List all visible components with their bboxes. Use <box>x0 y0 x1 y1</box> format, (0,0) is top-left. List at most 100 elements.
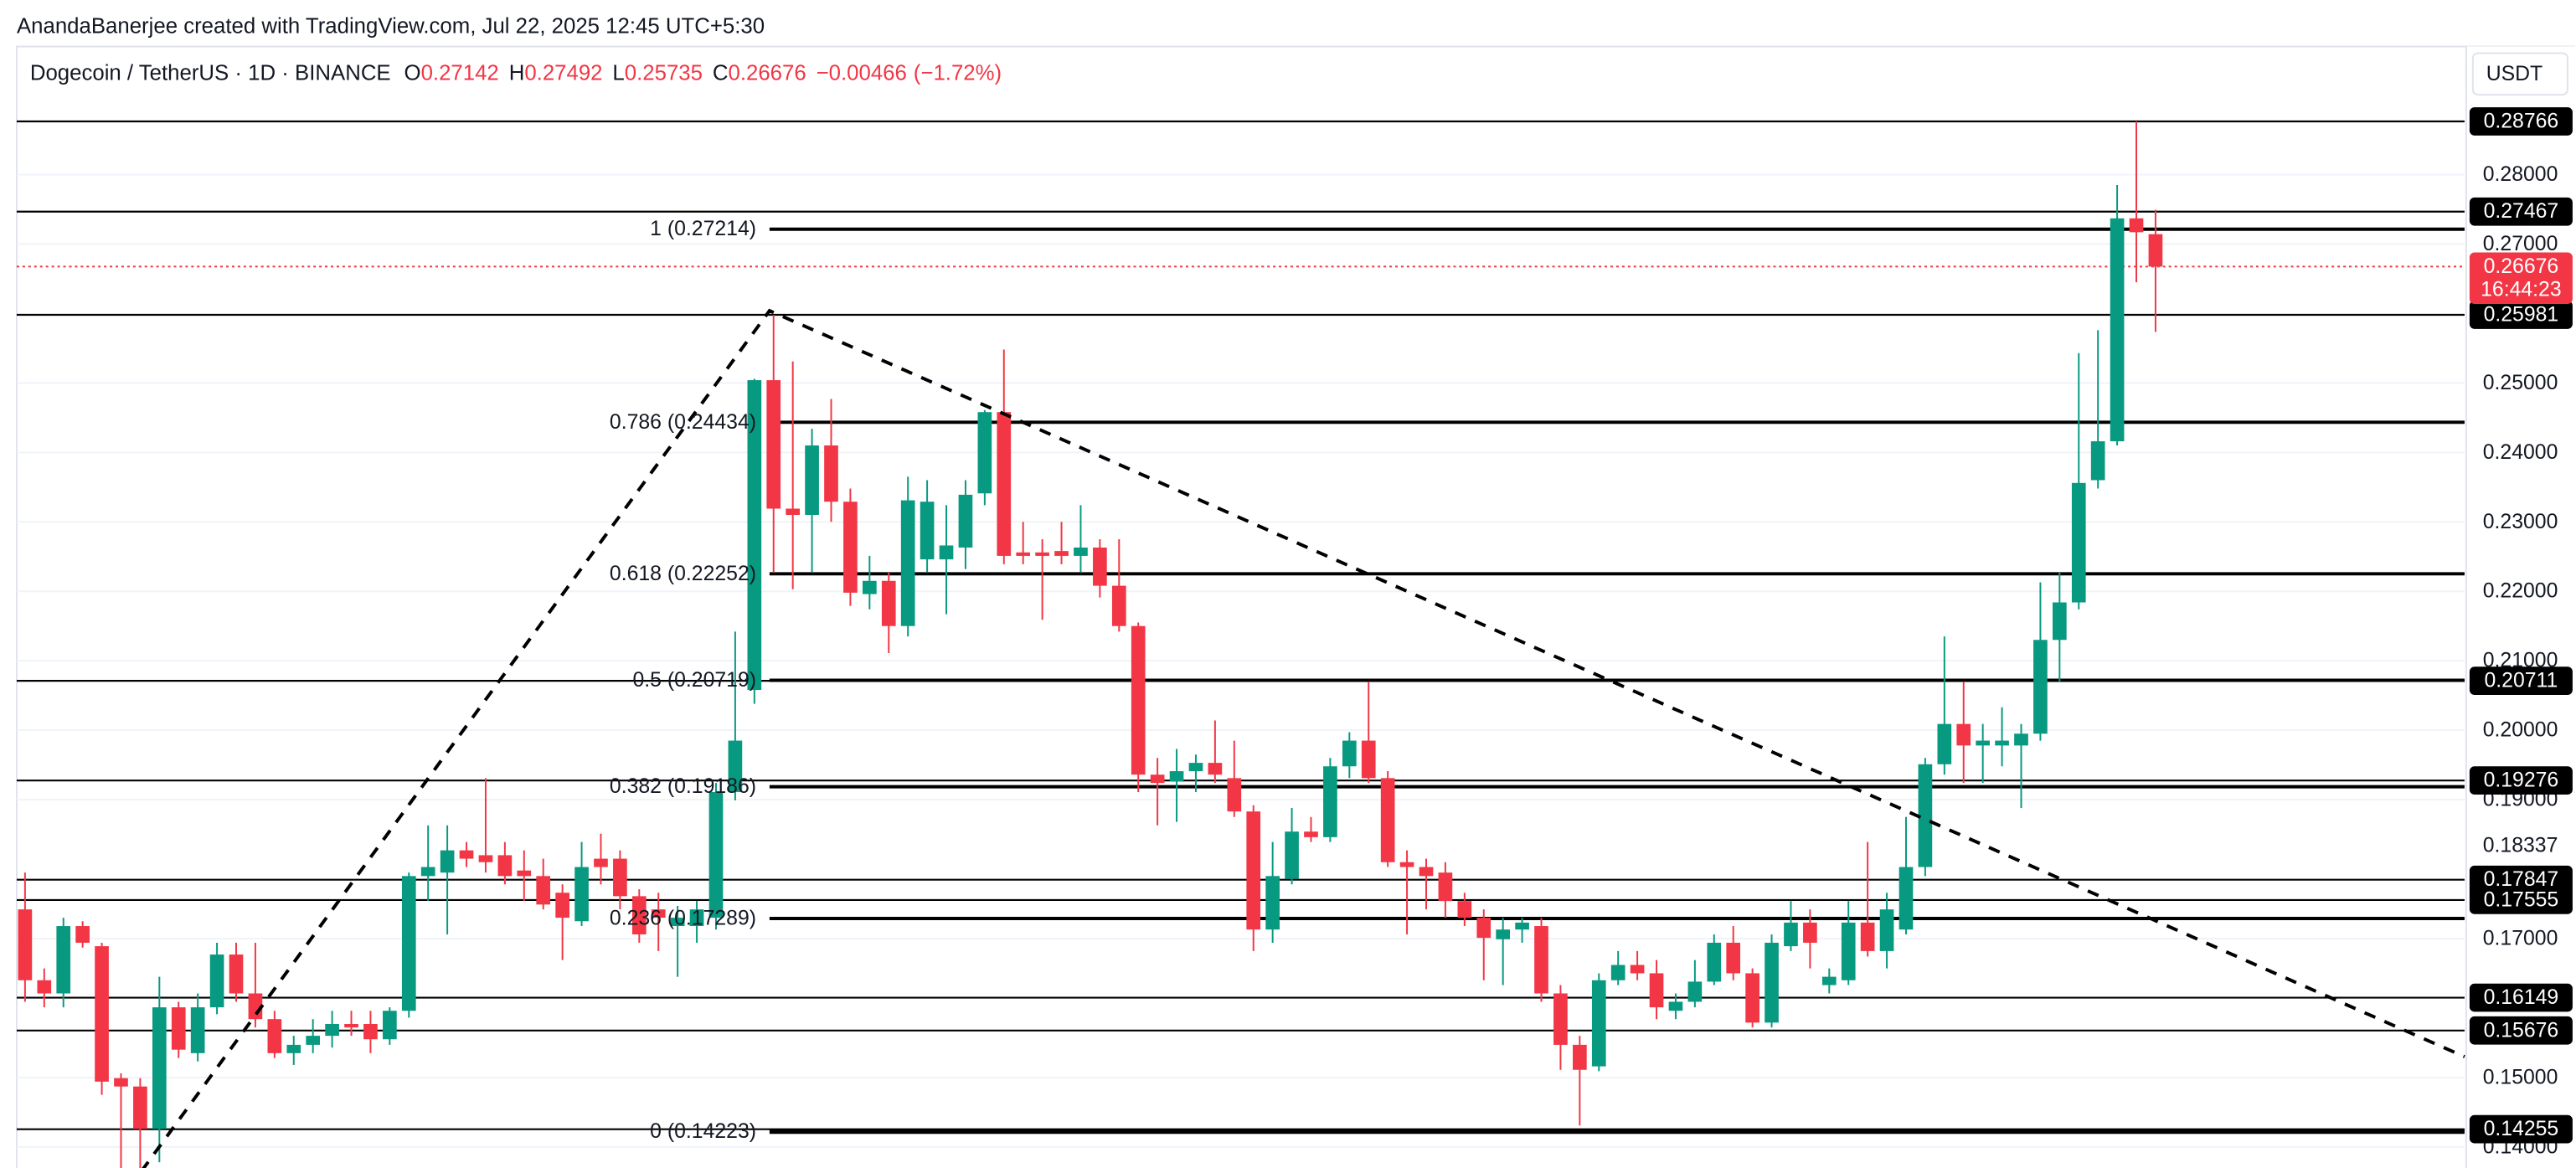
candle-body <box>958 494 973 548</box>
candle-body <box>209 954 224 1008</box>
price-tag-label: 0.27467 <box>2484 200 2559 223</box>
candle-body <box>1342 740 1357 767</box>
candle-body <box>306 1036 321 1045</box>
candle-body <box>383 1011 397 1040</box>
candle-body <box>1227 778 1242 812</box>
price-tag-label: 0.15676 <box>2484 1019 2559 1042</box>
candle-body <box>1591 980 1606 1067</box>
price-tag-label: 0.16149 <box>2484 986 2559 1009</box>
candle-body <box>631 896 647 934</box>
fib-label: 0.786 (0.24434) <box>610 411 756 434</box>
candle-body <box>1630 965 1645 974</box>
candle-body <box>900 500 915 626</box>
price-tag <box>2469 1016 2573 1045</box>
candle-body <box>1285 831 1299 879</box>
fib-label: 0.236 (0.17289) <box>610 907 756 929</box>
candle-body <box>1687 981 1703 1002</box>
y-tick-label: 0.23000 <box>2483 511 2558 533</box>
candle-body <box>1515 922 1529 930</box>
candle-body <box>555 893 569 918</box>
candle-body <box>1054 551 1069 556</box>
candle-body <box>2053 602 2067 641</box>
fib-label: 0.382 (0.19186) <box>610 775 756 798</box>
candle-body <box>939 545 954 560</box>
candle-body <box>401 876 416 1011</box>
candle-body <box>863 580 877 594</box>
candle-body <box>1246 811 1261 930</box>
price-tag-label: 0.28766 <box>2484 110 2559 132</box>
candle-body <box>1304 831 1318 837</box>
candle-body <box>18 909 33 980</box>
price-axis: USDT 0.28000 0.27000 0.25000 0.24000 0.23000… <box>2465 46 2576 1168</box>
candle-body <box>574 867 589 922</box>
candle-body <box>1610 965 1625 980</box>
price-tag <box>2469 301 2573 329</box>
candle-body <box>670 918 685 927</box>
candle-body <box>440 850 455 873</box>
candle-body <box>1496 929 1511 939</box>
candle-body <box>1534 926 1548 994</box>
legend-change-pct: (−1.72%) <box>914 61 1002 85</box>
candle-body <box>1419 867 1434 877</box>
candle-body <box>95 946 109 1082</box>
legend-value: 0.27492 <box>524 61 602 85</box>
trend-lines <box>142 308 2465 1168</box>
candle-body <box>881 580 896 626</box>
candle-body <box>824 445 838 502</box>
candle-body <box>920 502 935 560</box>
countdown: 16:44:23 <box>2481 279 2562 301</box>
candle-body <box>843 502 858 593</box>
candle-body <box>1016 552 1031 556</box>
candle-body <box>114 1078 128 1087</box>
candle-body <box>2014 733 2028 746</box>
legend-key: L <box>612 61 624 85</box>
fib-label: 0.618 (0.22252) <box>610 563 756 585</box>
candle-body <box>977 412 992 494</box>
candle-body <box>1784 922 1798 947</box>
candle-body <box>133 1086 147 1129</box>
candle-body <box>1399 862 1414 867</box>
last-price-tag <box>2469 252 2573 304</box>
candle-body <box>1438 872 1453 902</box>
price-tag-label: 0.14255 <box>2484 1118 2559 1140</box>
candle-body <box>1726 942 1741 974</box>
candle-body <box>325 1023 339 1037</box>
price-tag-label: 0.20711 <box>2484 670 2558 692</box>
candle-body <box>229 954 244 994</box>
candle-body <box>344 1023 358 1028</box>
price-tag <box>2469 1114 2573 1144</box>
candle-body <box>1649 973 1664 1008</box>
candle-body <box>2033 640 2048 734</box>
legend-value: 0.26676 <box>729 61 806 85</box>
candle-body <box>1956 723 1971 746</box>
candle-body <box>1707 942 1722 982</box>
candle-body <box>75 926 90 943</box>
candle-body <box>1745 973 1759 1023</box>
currency: USDT <box>2486 63 2543 85</box>
price-tag-label: 0.25981 <box>2484 303 2559 326</box>
candle-body <box>497 855 513 877</box>
candle-body <box>1860 922 1875 951</box>
price-tag <box>2469 666 2573 696</box>
legend-key: O <box>404 61 421 85</box>
candle-body <box>728 740 743 792</box>
price-tag-label: 0.17555 <box>2484 888 2559 911</box>
currency-box <box>2471 52 2568 96</box>
price-tag <box>2469 983 2573 1012</box>
candle-body <box>1265 876 1280 930</box>
candle-body <box>1668 1001 1683 1011</box>
candle-body <box>1150 774 1165 784</box>
legend-key: C <box>713 61 729 85</box>
candle-body <box>708 791 724 918</box>
legend-key: H <box>509 61 525 85</box>
level-label: 0.18337 <box>2483 835 2558 857</box>
price-tag <box>2469 197 2573 226</box>
candle-body <box>37 980 52 994</box>
fib-label: 0 (0.14223) <box>650 1120 756 1143</box>
candle-body <box>286 1044 301 1053</box>
candle-body <box>594 858 608 867</box>
y-tick-label: 0.25000 <box>2483 372 2558 394</box>
candle-body <box>478 855 493 862</box>
